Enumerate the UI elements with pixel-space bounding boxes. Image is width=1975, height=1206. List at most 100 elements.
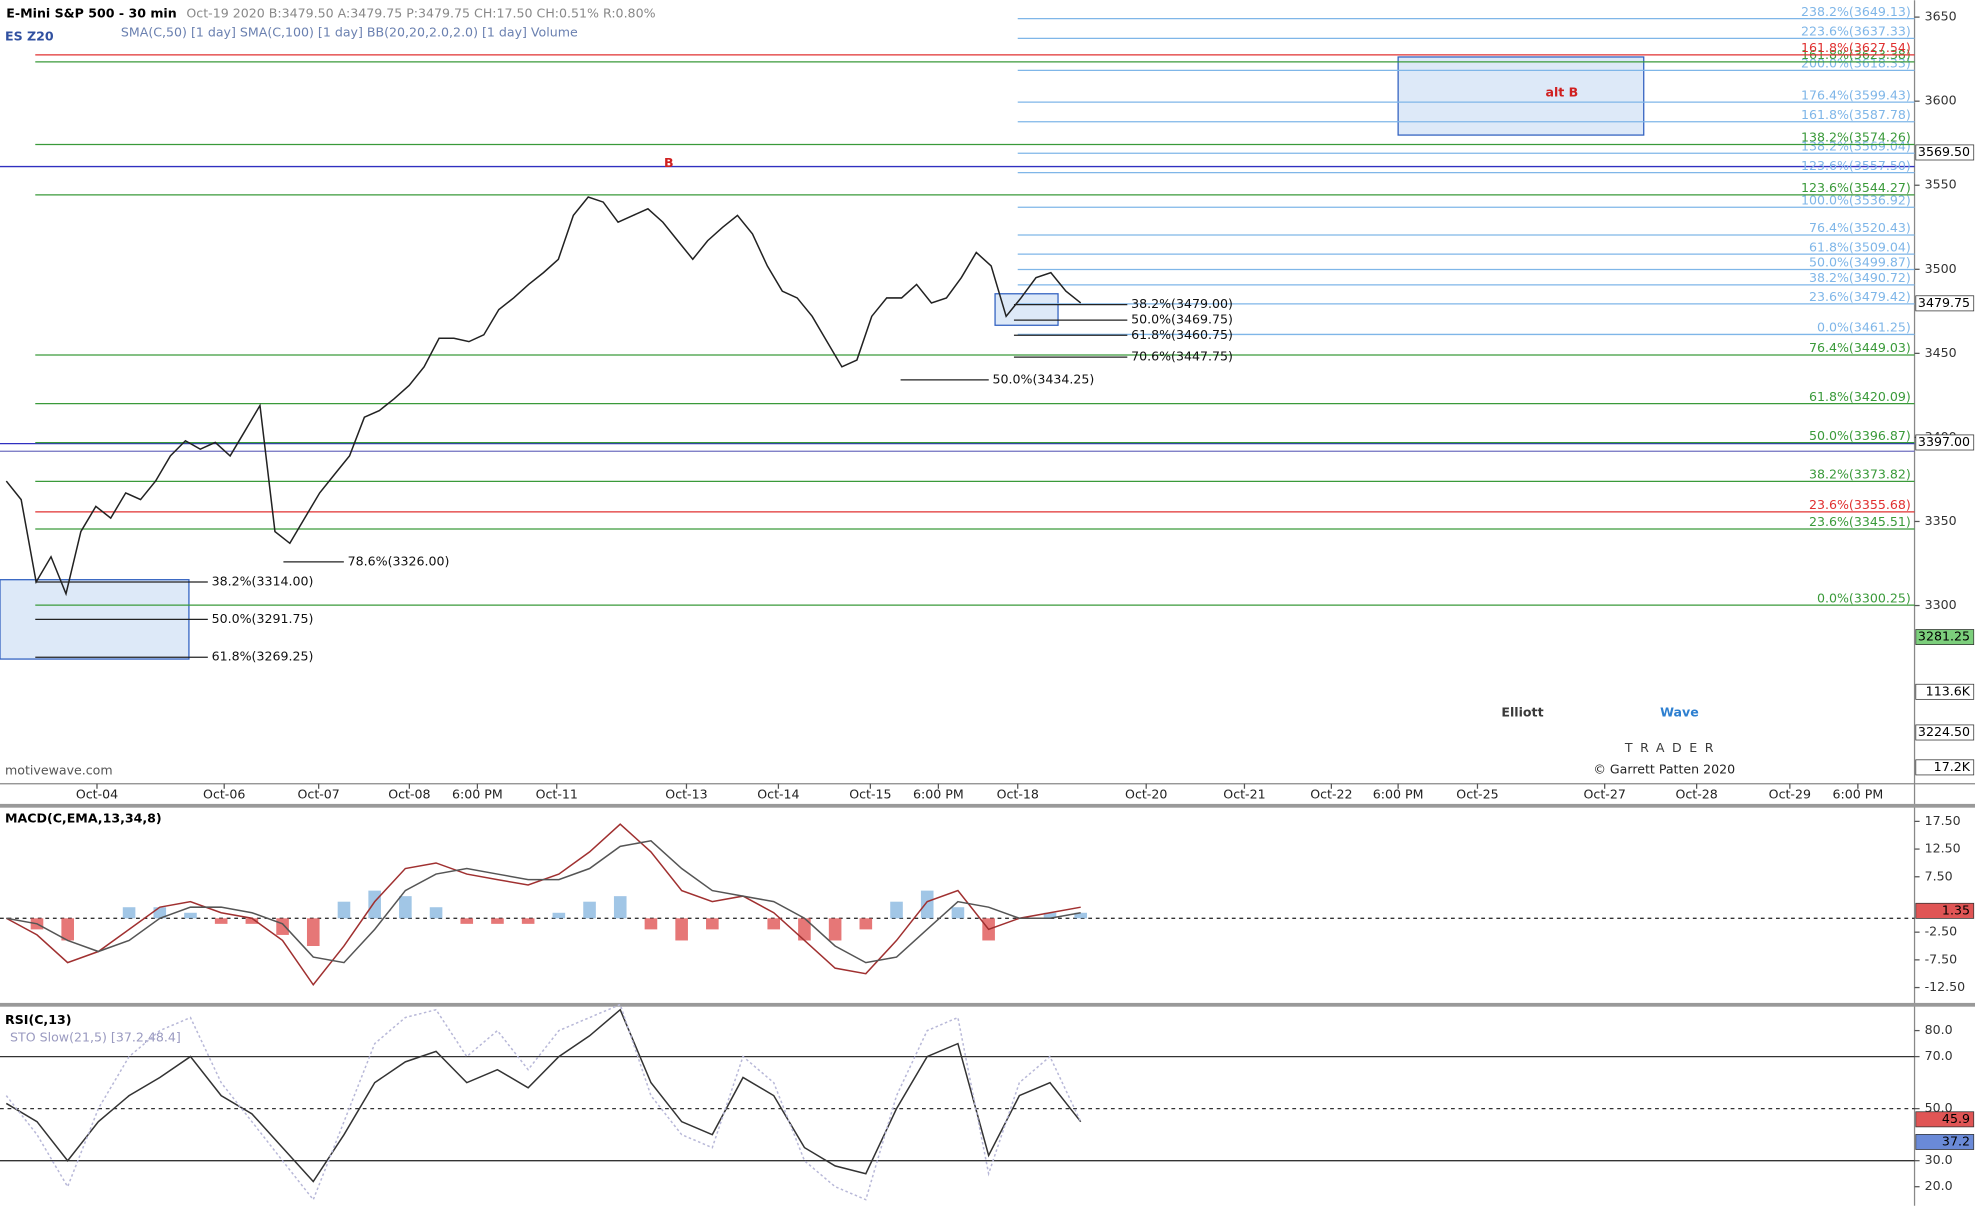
x-tick-label: Oct-13: [665, 787, 707, 802]
fib-label: 50.0%(3499.87): [1809, 255, 1911, 270]
y-tick-label: 3600: [1925, 93, 1957, 108]
histogram-bar: [460, 918, 474, 924]
y-tick-label: -2.50: [1925, 924, 1958, 939]
price-tag: [1915, 902, 1975, 919]
y-tick-label: 3500: [1925, 261, 1957, 276]
y-tick-label: 17.50: [1925, 813, 1961, 828]
fib-label: 23.6%(3345.51): [1809, 514, 1911, 529]
volume-tag-label: 113.6K: [1926, 683, 1971, 698]
x-tick-label: Oct-29: [1769, 787, 1811, 802]
y-tick-label: 70.0: [1925, 1048, 1953, 1063]
histogram-bar: [859, 918, 873, 930]
price-tag: [1915, 1134, 1975, 1150]
price-tag-label: 37.2: [1942, 1133, 1970, 1148]
histogram-bar: [951, 907, 965, 919]
fib-label: 161.8%(3587.78): [1801, 107, 1911, 122]
histogram-bar: [644, 918, 658, 930]
x-tick-label: Oct-14: [757, 787, 799, 802]
fib-label: 23.6%(3479.42): [1809, 289, 1911, 304]
fib-label: 200.0%(3618.33): [1801, 56, 1911, 71]
fib-label: 176.4%(3599.43): [1801, 87, 1911, 102]
fib-label: 50.0%(3396.87): [1809, 428, 1911, 443]
x-tick-label: Oct-25: [1456, 787, 1498, 802]
retrace-label: 61.8%(3269.25): [212, 649, 314, 664]
series-line: [5, 1003, 1082, 1202]
fib-label: 123.6%(3544.27): [1801, 180, 1911, 195]
y-tick-label: 80.0: [1925, 1022, 1953, 1037]
series-line: [6, 839, 1081, 964]
histogram-bar: [122, 907, 136, 919]
y-tick-label: 20.0: [1925, 1178, 1953, 1193]
y-tick-label: -12.50: [1925, 979, 1966, 994]
pane-title: RSI(C,13): [5, 1012, 71, 1027]
chart-title: E-Mini S&P 500 - 30 min: [6, 6, 176, 21]
fib-label: 100.0%(3536.92): [1801, 192, 1911, 207]
price-tag: [1915, 1111, 1975, 1128]
price-tag-label: 45.9: [1942, 1111, 1970, 1126]
histogram-bar: [890, 901, 903, 919]
x-tick-label: Oct-07: [298, 787, 340, 802]
x-tick-label: Oct-20: [1125, 787, 1167, 802]
retrace-label: 70.6%(3447.75): [1131, 349, 1233, 364]
fib-label: 38.2%(3373.82): [1809, 467, 1911, 482]
y-tick-label: 3550: [1925, 177, 1957, 192]
histogram-bar: [798, 918, 811, 941]
retrace-label: 50.0%(3469.75): [1131, 312, 1233, 327]
histogram-bar: [613, 896, 627, 919]
logo-copyright: © Garrett Patten 2020: [1593, 761, 1735, 776]
fib-label: 138.2%(3569.04): [1801, 138, 1911, 153]
price-tag-label: 3397.00: [1918, 434, 1970, 449]
histogram-bar: [552, 912, 566, 919]
fib-label: 238.2%(3649.13): [1801, 4, 1911, 19]
histogram-bar: [276, 918, 289, 935]
x-tick-label: Oct-28: [1675, 787, 1717, 802]
price-tag-label: 3479.75: [1918, 295, 1970, 310]
price-tag: [1915, 434, 1975, 451]
fib-label: 0.0%(3461.25): [1817, 320, 1911, 335]
fib-label: 23.6%(3355.68): [1809, 497, 1911, 512]
histogram-bar: [1074, 912, 1088, 919]
fib-label: 138.2%(3574.26): [1801, 130, 1911, 145]
target-box: [1397, 56, 1645, 136]
price-tag: [1915, 629, 1975, 645]
price-tag: [1915, 295, 1975, 312]
fib-label: 223.6%(3637.33): [1801, 24, 1911, 39]
price-tag-label: 1.35: [1942, 902, 1970, 917]
wave-label: alt B: [1545, 84, 1578, 99]
x-tick-label: 6:00 PM: [1373, 787, 1424, 802]
histogram-bar: [61, 918, 74, 941]
pane-divider: [0, 803, 1975, 808]
fib-label: 61.8%(3509.04): [1809, 239, 1911, 254]
histogram-bar: [399, 896, 412, 919]
volume-tag: [1915, 683, 1975, 700]
x-tick-label: Oct-27: [1584, 787, 1626, 802]
histogram-bar: [920, 890, 934, 919]
retrace-label: 50.0%(3291.75): [212, 611, 314, 626]
symbol: ES Z20: [5, 28, 54, 43]
histogram-bar: [767, 918, 781, 930]
x-tick-label: Oct-18: [997, 787, 1039, 802]
y-tick-label: -7.50: [1925, 951, 1958, 966]
y-tick-label: 7.50: [1925, 868, 1953, 883]
retrace-label: 38.2%(3314.00): [212, 574, 314, 589]
pane-title: MACD(C,EMA,13,34,8): [5, 811, 162, 826]
y-tick-label: 30.0: [1925, 1152, 1953, 1167]
x-tick-label: Oct-11: [536, 787, 578, 802]
pane-subtitle: STO Slow(21,5) [37.2,48.4]: [10, 1030, 181, 1045]
histogram-bar: [706, 918, 719, 930]
volume-tag: [1915, 759, 1975, 776]
histogram-bar: [521, 918, 535, 924]
price-tag-label: 3224.50: [1918, 724, 1970, 739]
y-tick-label: 3350: [1925, 513, 1957, 528]
y-tick-label: 3450: [1925, 345, 1957, 360]
histogram-bar: [245, 918, 259, 924]
x-tick-label: Oct-08: [388, 787, 430, 802]
histogram-bar: [337, 901, 351, 919]
x-tick-label: Oct-21: [1223, 787, 1265, 802]
fib-label: 38.2%(3490.72): [1809, 270, 1911, 285]
pane-divider: [0, 1002, 1975, 1007]
fib-label: 61.8%(3420.09): [1809, 389, 1911, 404]
logo-word: Wave: [1660, 705, 1699, 720]
